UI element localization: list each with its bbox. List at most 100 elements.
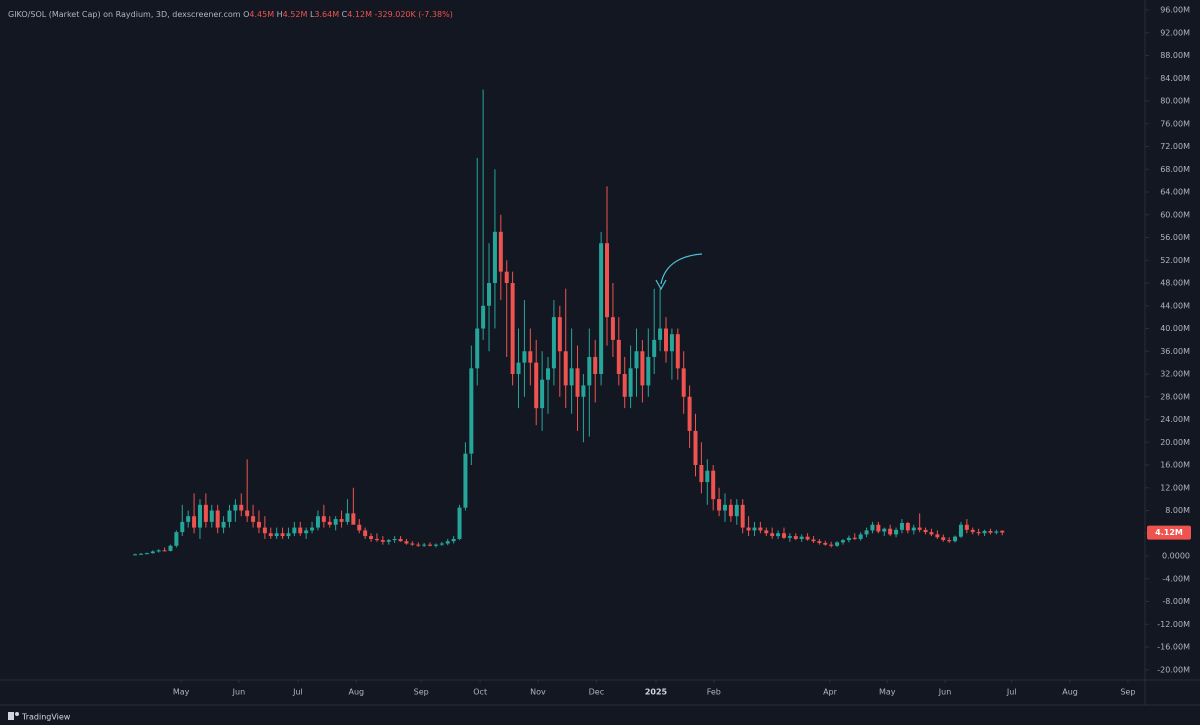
candle-body — [369, 536, 374, 539]
candle-body — [1000, 530, 1005, 533]
candle-body — [298, 527, 303, 534]
candle-body — [711, 470, 716, 500]
x-tick-label: Jun — [232, 688, 246, 697]
candle-body — [280, 533, 285, 537]
candle-body — [935, 534, 940, 538]
candle-body — [351, 513, 356, 525]
y-tick-label: 20.00M — [1160, 438, 1190, 447]
y-tick-label: 12.00M — [1160, 483, 1190, 492]
y-tick-label: 92.00M — [1160, 28, 1190, 37]
candle-body — [947, 540, 952, 542]
candle-body — [221, 521, 226, 528]
candle-body — [669, 334, 674, 352]
candle-body — [829, 544, 834, 546]
candle-body — [846, 537, 851, 541]
candle-body — [616, 339, 621, 375]
candle-body — [923, 529, 928, 533]
legend-change: -329.020K (-7.38%) — [375, 10, 453, 19]
candle-body — [894, 529, 899, 535]
candle-body — [982, 530, 987, 534]
candle-body — [339, 519, 344, 522]
y-tick-label: 28.00M — [1160, 392, 1190, 401]
candle-body — [256, 521, 261, 528]
x-tick-label: Sep — [1120, 688, 1135, 697]
candle-body — [374, 538, 379, 541]
candle-body — [209, 510, 214, 522]
candle-body — [522, 351, 527, 363]
x-tick-label: Aug — [348, 688, 364, 697]
candle-body — [811, 539, 816, 542]
y-tick-label: -12.00M — [1157, 620, 1190, 629]
candle-body — [888, 528, 893, 535]
y-tick-label: 76.00M — [1160, 119, 1190, 128]
candle-body — [758, 527, 763, 531]
candle-body — [687, 396, 692, 431]
x-tick-label: Sep — [414, 688, 429, 697]
candle-body — [776, 533, 781, 537]
candle-body — [321, 516, 326, 522]
candle-body — [693, 430, 698, 466]
legend-symbol: GIKO/SOL (Market Cap) on Raydium, 3D, de… — [8, 10, 241, 19]
candle-body — [593, 356, 598, 375]
legend-key: L — [310, 10, 315, 19]
candle-body — [722, 504, 727, 511]
candle-body — [858, 534, 863, 539]
candle-body — [699, 465, 704, 483]
candle-body — [563, 351, 568, 386]
y-tick-label: -20.00M — [1157, 665, 1190, 674]
x-tick-label: Nov — [530, 688, 546, 697]
y-tick-label: 80.00M — [1160, 97, 1190, 106]
candle-body — [439, 543, 444, 545]
x-tick-label: Jul — [1006, 688, 1017, 697]
candle-body — [457, 507, 462, 539]
legend-key: O — [243, 10, 249, 19]
x-tick-label: Jul — [292, 688, 303, 697]
candle-body — [882, 528, 887, 532]
candle-body — [245, 510, 250, 517]
candle-body — [646, 356, 651, 386]
candle-body — [392, 538, 397, 541]
annotation-arrow — [660, 253, 703, 285]
candle-body — [534, 362, 539, 409]
y-tick-label: 16.00M — [1160, 461, 1190, 470]
candle-body — [622, 374, 627, 397]
candle-body — [658, 328, 663, 340]
candle-body — [180, 521, 185, 533]
y-tick-label: 84.00M — [1160, 74, 1190, 83]
candle-body — [510, 283, 515, 375]
candle-body — [917, 527, 922, 530]
candle-body — [333, 519, 338, 525]
x-tick-label: Apr — [823, 688, 838, 697]
annotation-arrowhead — [655, 279, 667, 291]
y-tick-label: 72.00M — [1160, 142, 1190, 151]
candle-body — [569, 368, 574, 386]
candle-body — [964, 524, 969, 530]
candle-body — [174, 532, 179, 546]
candle-body — [156, 550, 161, 552]
last-price-label: 4.12M — [1155, 528, 1183, 537]
candle-body — [728, 504, 733, 517]
candle-body — [304, 530, 309, 534]
candle-body — [640, 351, 645, 386]
candle-body — [740, 504, 745, 528]
candle-body — [852, 537, 857, 539]
x-tick-label: May — [879, 688, 896, 697]
candle-body — [787, 536, 792, 538]
x-tick-label: May — [173, 688, 190, 697]
candle-body — [581, 385, 586, 397]
candle-body — [504, 271, 509, 284]
y-tick-label: 40.00M — [1160, 324, 1190, 333]
x-tick-label: Aug — [1062, 688, 1078, 697]
candle-body — [268, 533, 273, 537]
candle-body — [864, 530, 869, 535]
candle-body — [262, 527, 267, 534]
y-tick-label: 48.00M — [1160, 279, 1190, 288]
candle-body — [681, 368, 686, 397]
candle-body — [168, 545, 173, 551]
candle-body — [445, 541, 450, 544]
legend-value: 4.45M — [249, 10, 274, 19]
candle-body — [905, 523, 910, 531]
candle-body — [823, 542, 828, 545]
candle-body — [463, 453, 468, 508]
candle-body — [404, 541, 409, 544]
